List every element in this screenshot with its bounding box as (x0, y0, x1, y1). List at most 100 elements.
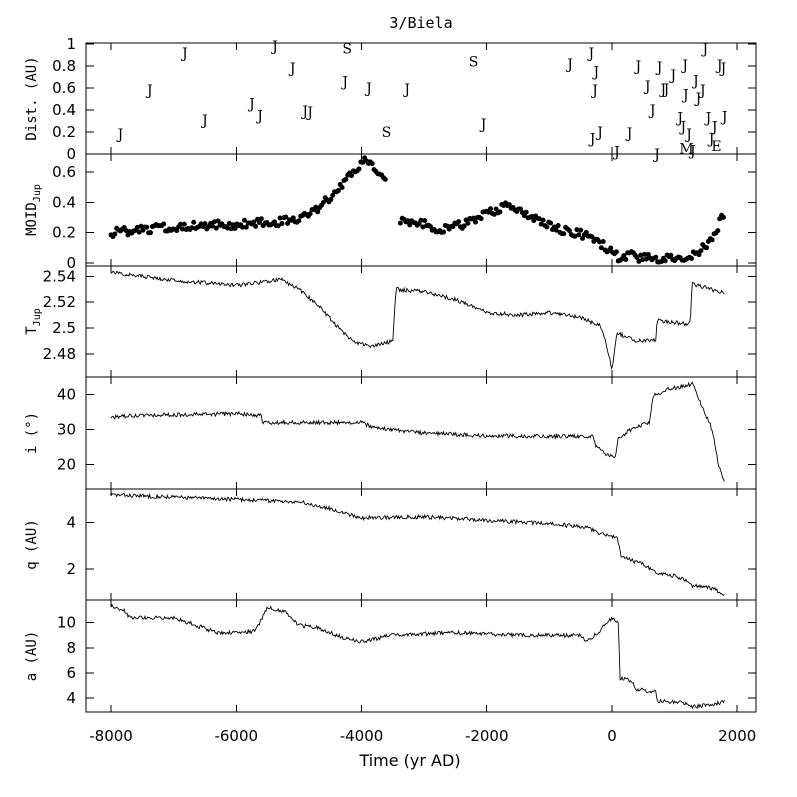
encounter-marker-J: J (643, 79, 651, 95)
encounter-marker-J: J (648, 103, 656, 119)
panel-frame (85, 488, 757, 601)
moid-point (277, 215, 283, 221)
moid-point (531, 218, 537, 224)
moid-point (123, 228, 129, 234)
y-tick-label: 0.6 (52, 79, 76, 97)
moid-point (488, 206, 494, 212)
y-tick-label: 0.2 (52, 224, 76, 242)
panel-q: 2 4 q (AU) (24, 488, 757, 601)
moid-point (653, 254, 659, 260)
panel-incl: 20 30 40 i (°) (24, 376, 757, 490)
x-tick-label: 2000 (718, 727, 756, 745)
moid-point (613, 249, 619, 255)
moid-point (174, 228, 180, 234)
moid-point (689, 255, 695, 261)
panel-moid: 0 0.2 0.4 0.6 MOIDJup (24, 153, 757, 272)
series-line-incl (110, 381, 725, 482)
moid-point (202, 221, 208, 227)
y-tick-label: 20 (57, 456, 76, 474)
moid-point (493, 206, 499, 212)
moid-point (213, 225, 219, 231)
encounter-marker-J: J (710, 119, 718, 135)
moid-point (241, 217, 247, 223)
moid-point (634, 255, 640, 261)
encounter-marker-J: J (691, 73, 699, 89)
series-line-a (110, 603, 725, 710)
encounter-marker-J: J (633, 59, 641, 75)
moid-point (523, 209, 529, 215)
moid-point (578, 227, 584, 233)
encounter-marker-J: J (200, 113, 208, 129)
moid-point (540, 217, 546, 223)
moid-point (572, 233, 578, 239)
moid-point (589, 234, 595, 240)
encounter-marker-J: J (300, 104, 308, 120)
moid-point (566, 228, 572, 234)
moid-point (356, 166, 362, 172)
encounter-marker-J: J (595, 125, 603, 141)
y-axis-label: q (AU) (24, 519, 40, 570)
encounter-marker-J: J (625, 126, 633, 142)
panel-frame (85, 599, 757, 713)
moid-point (360, 159, 366, 165)
moid-point (668, 252, 674, 258)
moid-point (422, 218, 428, 224)
y-tick-label: 8 (66, 639, 76, 657)
encounter-marker-J: J (479, 117, 487, 133)
panel-frame (85, 153, 757, 267)
encounter-marker-J: J (662, 82, 670, 98)
moid-point (405, 218, 411, 224)
moid-point (275, 223, 281, 229)
x-tick-label: -8000 (89, 727, 133, 745)
encounter-marker-J: J (145, 83, 153, 99)
encounter-marker-J: J (680, 58, 688, 74)
y-tick-label: 40 (57, 386, 76, 404)
chart-title: 3/Biela (389, 14, 452, 32)
encounter-marker-J: J (340, 74, 348, 90)
y-axis-label: Dist. (AU) (24, 56, 40, 140)
y-tick-label: 2.54 (43, 267, 76, 285)
x-tick-label: 0 (607, 727, 617, 745)
y-tick-label: 2.48 (43, 345, 76, 363)
moid-point (369, 161, 375, 167)
encounter-marker-J: J (116, 127, 124, 143)
y-tick-label: 2.52 (43, 293, 76, 311)
moid-point (600, 239, 606, 245)
encounter-marker-J: J (247, 96, 255, 112)
y-tick-label: 4 (66, 689, 76, 707)
moid-point (536, 216, 542, 222)
moid-point (638, 252, 644, 258)
moid-point (642, 251, 648, 257)
moid-point (608, 245, 614, 251)
moid-point (538, 221, 544, 227)
panel-a: 4 6 8 10 a (AU) (24, 599, 757, 713)
moid-point (580, 235, 586, 241)
moid-point (596, 239, 602, 245)
y-axis-label-subscript: Jup (32, 308, 43, 326)
encounter-marker-J: J (679, 119, 687, 135)
y-tick-label: 2 (66, 560, 76, 578)
y-axis-label: MOIDJup (24, 184, 43, 236)
encounter-marker-J: J (655, 60, 663, 76)
moid-point (397, 220, 403, 226)
moid-point (251, 219, 257, 225)
moid-point (136, 229, 142, 235)
moid-point (561, 231, 567, 237)
x-axis-label: Time (yr AD) (358, 751, 460, 770)
y-axis-label-subscript: Jup (32, 184, 43, 202)
encounter-marker-J: J (688, 144, 696, 160)
moid-point (320, 200, 326, 206)
moid-point (441, 229, 447, 235)
moid-point (420, 224, 426, 230)
encounter-marker-J: J (590, 83, 598, 99)
encounter-marker-J: J (305, 105, 313, 121)
encounter-marker-J: J (364, 81, 372, 97)
encounter-marker-J: J (255, 108, 263, 124)
moid-point (491, 211, 497, 217)
moid-point (704, 245, 710, 251)
y-axis-label: i (°) (24, 412, 40, 454)
moid-point (307, 211, 313, 217)
moid-point (529, 213, 535, 219)
moid-point (232, 225, 238, 231)
